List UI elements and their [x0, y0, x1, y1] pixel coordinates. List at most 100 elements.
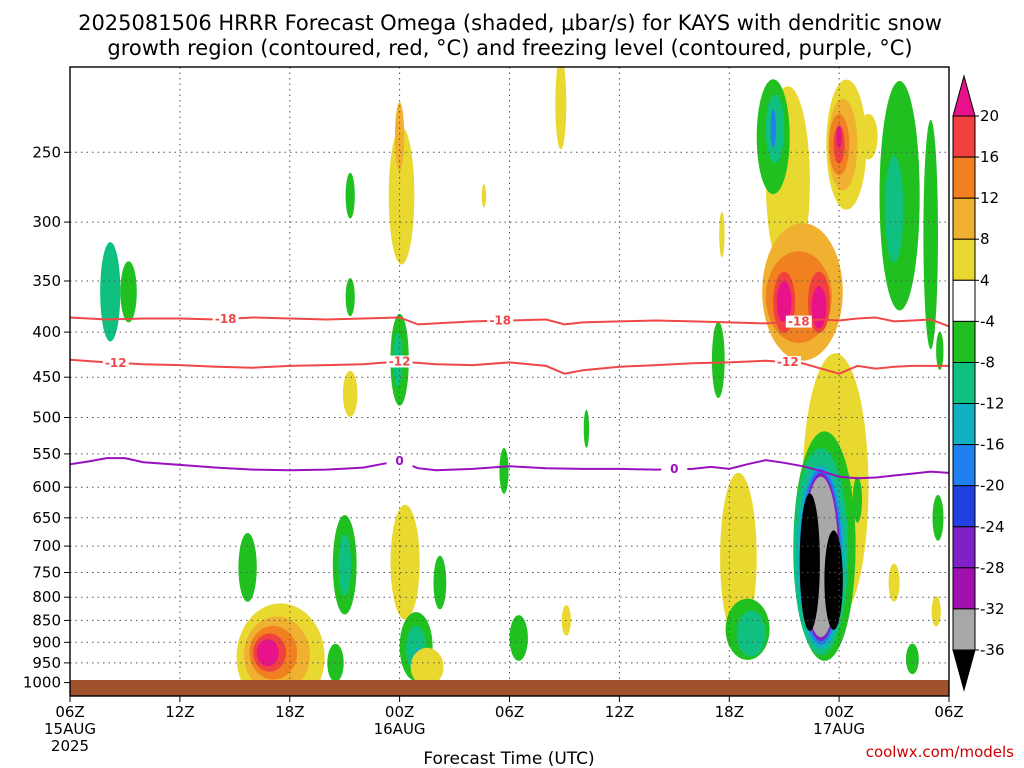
omega-cell-61	[799, 493, 820, 631]
omega-cell-7	[238, 533, 257, 602]
omega-cell-29	[583, 409, 590, 448]
colorbar-band	[952, 444, 976, 487]
omega-cell-69	[936, 331, 944, 370]
x-tick-label: 18Z	[715, 703, 744, 721]
chart-title-line-2: growth region (contoured, red, °C) and f…	[107, 36, 912, 60]
omega-cell-25	[499, 448, 509, 494]
omega-cell-49	[836, 125, 842, 149]
x-tick-label: 15AUG	[44, 720, 96, 738]
colorbar-label: -8	[980, 354, 995, 372]
omega-cell-13	[327, 643, 344, 680]
omega-cell-39	[776, 281, 792, 324]
y-tick-label: 750	[32, 564, 61, 582]
omega-cell-30	[719, 211, 725, 258]
y-tick-label: 850	[32, 611, 61, 629]
omega-cell-9	[345, 278, 355, 317]
contour-label-0: 0	[670, 462, 678, 476]
contour-label-bg	[212, 313, 239, 325]
x-tick-label: 2025	[51, 737, 89, 755]
omega-cell-50	[859, 113, 878, 160]
colorbar-band	[952, 156, 976, 199]
contour-label-bg	[785, 315, 812, 328]
omega-shading	[100, 67, 944, 680]
colorbar-band	[952, 74, 976, 117]
omega-cell-26	[509, 615, 528, 661]
contour-label--12: -12	[105, 356, 127, 370]
omega-cell-14	[388, 126, 415, 265]
contour-line-0	[70, 457, 949, 480]
contour-label-bg	[386, 454, 413, 467]
y-tick-label: 450	[32, 368, 61, 386]
colorbar-label: -36	[980, 641, 1005, 659]
omega-cell-31	[711, 321, 725, 398]
contour-label-0: 0	[395, 454, 403, 468]
colorbar-band	[952, 526, 976, 569]
omega-cell-22	[433, 555, 447, 610]
colorbar-band	[952, 485, 976, 528]
y-axis-ticks: 250 300 350 400 450 500 550 600 650 700 750 800 850 9…	[23, 143, 70, 692]
ground-bar	[70, 680, 949, 696]
omega-cell-24	[481, 184, 487, 208]
y-tick-label: 1000	[23, 674, 61, 692]
y-tick-label: 250	[32, 143, 61, 161]
temperature-contours: -18 -18 -18 -12 -12 -12 0 0	[70, 312, 949, 480]
omega-cell-10	[342, 370, 358, 417]
omega-cell-6	[256, 639, 279, 667]
colorbar-band	[952, 649, 976, 692]
colorbar-label: -4	[980, 312, 995, 330]
contour-label-bg	[774, 356, 801, 369]
omega-cell-1	[120, 261, 137, 323]
contour-label--18: -18	[788, 315, 810, 329]
contour-label-bg	[661, 463, 688, 476]
colorbar-band	[952, 403, 976, 446]
omega-cell-66	[906, 643, 919, 675]
colorbar-band	[952, 608, 976, 651]
colorbar-band	[952, 362, 976, 405]
omega-cell-52	[884, 155, 904, 263]
x-tick-label: 06Z	[934, 703, 963, 721]
colorbar-label: -24	[980, 518, 1005, 536]
colorbar-label: -20	[980, 477, 1005, 495]
colorbar-label: 4	[980, 271, 990, 289]
omega-cell-68	[931, 596, 941, 627]
omega-cell-62	[824, 530, 843, 630]
colorbar-label: -32	[980, 600, 1005, 618]
colorbar-label: 16	[980, 148, 999, 166]
colorbar-label: -12	[980, 395, 1005, 413]
contour-label-bg	[386, 355, 413, 368]
chart-title-line-1: 2025081506 HRRR Forecast Omega (shaded, …	[78, 11, 942, 35]
y-tick-label: 400	[32, 323, 61, 341]
y-tick-label: 300	[32, 213, 61, 231]
omega-cell-65	[888, 563, 900, 602]
x-tick-label: 00Z	[385, 703, 414, 721]
contour-label-bg	[102, 356, 129, 369]
omega-cell-12	[338, 534, 352, 596]
colorbar: 20 16 12 8 4 -4 -8 -12 -16 -20 -24 -28 -32 -36	[952, 74, 1005, 692]
credit-text: coolwx.com/models	[866, 743, 1014, 761]
omega-cell-67	[932, 494, 944, 541]
omega-cell-53	[923, 119, 938, 350]
x-tick-label: 16AUG	[374, 720, 426, 738]
colorbar-label: 12	[980, 189, 999, 207]
colorbar-label: 8	[980, 230, 990, 248]
x-tick-label: 12Z	[165, 703, 194, 721]
contour-label-bg	[487, 314, 514, 327]
y-tick-label: 550	[32, 445, 61, 463]
omega-cell-8	[345, 172, 355, 219]
omega-cell-27	[555, 67, 567, 150]
contour-line--12	[70, 358, 949, 375]
y-tick-label: 650	[32, 509, 61, 527]
omega-cell-44	[770, 109, 776, 148]
x-tick-label: 12Z	[605, 703, 634, 721]
y-tick-label: 500	[32, 409, 61, 427]
x-tick-label: 00Z	[824, 703, 853, 721]
omega-cell-15	[395, 102, 405, 172]
gridlines	[70, 67, 949, 684]
y-tick-label: 800	[32, 588, 61, 606]
contour-label--12: -12	[389, 355, 411, 369]
contour-label--18: -18	[215, 312, 237, 326]
colorbar-label: -16	[980, 436, 1005, 454]
colorbar-band	[952, 279, 976, 322]
